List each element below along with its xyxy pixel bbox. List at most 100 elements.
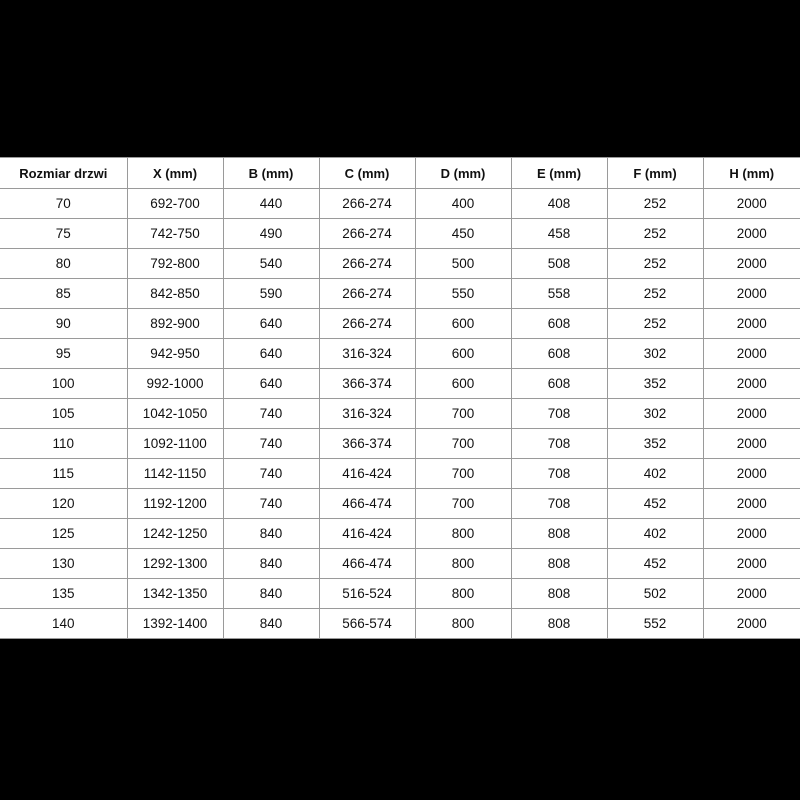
table-cell: 708 — [510, 488, 608, 519]
table-cell: 600 — [414, 338, 512, 369]
table-cell: 466-474 — [318, 548, 416, 579]
table-cell: 608 — [510, 308, 608, 339]
column-header: D (mm) — [414, 157, 512, 189]
table-row: 125 1242-1250 840 416-424 800 808 402 2000 — [0, 518, 800, 549]
table-cell: 458 — [510, 218, 608, 249]
table-cell: 140 — [0, 608, 128, 639]
table-cell: 502 — [606, 578, 704, 609]
table-cell: 2000 — [702, 368, 800, 399]
table-cell: 692-700 — [126, 188, 224, 219]
table-cell: 608 — [510, 338, 608, 369]
table-cell: 408 — [510, 188, 608, 219]
table-cell: 400 — [414, 188, 512, 219]
table-cell: 700 — [414, 458, 512, 489]
table-cell: 640 — [222, 368, 320, 399]
table-cell: 2000 — [702, 428, 800, 459]
table-cell: 500 — [414, 248, 512, 279]
table-row: 90 892-900 640 266-274 600 608 252 2000 — [0, 308, 800, 339]
table-cell: 552 — [606, 608, 704, 639]
table-cell: 942-950 — [126, 338, 224, 369]
table-cell: 2000 — [702, 548, 800, 579]
table-cell: 640 — [222, 308, 320, 339]
table-cell: 316-324 — [318, 398, 416, 429]
table-cell: 252 — [606, 188, 704, 219]
table-cell: 808 — [510, 548, 608, 579]
table-cell: 440 — [222, 188, 320, 219]
table-cell: 600 — [414, 308, 512, 339]
table-cell: 266-274 — [318, 308, 416, 339]
table-cell: 742-750 — [126, 218, 224, 249]
table-row: 120 1192-1200 740 466-474 700 708 452 2000 — [0, 488, 800, 519]
table-cell: 266-274 — [318, 248, 416, 279]
table-cell: 1142-1150 — [126, 458, 224, 489]
table-cell: 800 — [414, 548, 512, 579]
table-cell: 700 — [414, 398, 512, 429]
table-cell: 70 — [0, 188, 128, 219]
table-cell: 120 — [0, 488, 128, 519]
table-cell: 1342-1350 — [126, 578, 224, 609]
table-cell: 1242-1250 — [126, 518, 224, 549]
table-row: 80 792-800 540 266-274 500 508 252 2000 — [0, 248, 800, 279]
table-cell: 105 — [0, 398, 128, 429]
table-cell: 566-574 — [318, 608, 416, 639]
table-cell: 708 — [510, 398, 608, 429]
table-cell: 2000 — [702, 458, 800, 489]
table-cell: 1192-1200 — [126, 488, 224, 519]
table-cell: 516-524 — [318, 578, 416, 609]
column-header: C (mm) — [318, 157, 416, 189]
table-cell: 708 — [510, 428, 608, 459]
table-cell: 100 — [0, 368, 128, 399]
table-cell: 1292-1300 — [126, 548, 224, 579]
table-cell: 1092-1100 — [126, 428, 224, 459]
table-cell: 590 — [222, 278, 320, 309]
table-cell: 1042-1050 — [126, 398, 224, 429]
table-cell: 600 — [414, 368, 512, 399]
table-cell: 2000 — [702, 518, 800, 549]
table-cell: 708 — [510, 458, 608, 489]
table-cell: 266-274 — [318, 278, 416, 309]
table-cell: 266-274 — [318, 188, 416, 219]
table-cell: 2000 — [702, 218, 800, 249]
table-cell: 452 — [606, 488, 704, 519]
table-cell: 130 — [0, 548, 128, 579]
table-cell: 252 — [606, 248, 704, 279]
column-header: X (mm) — [126, 157, 224, 189]
table-cell: 302 — [606, 398, 704, 429]
table-cell: 840 — [222, 608, 320, 639]
table-cell: 90 — [0, 308, 128, 339]
table-cell: 800 — [414, 578, 512, 609]
table-cell: 840 — [222, 578, 320, 609]
table-row: 100 992-1000 640 366-374 600 608 352 2000 — [0, 368, 800, 399]
table-row: 85 842-850 590 266-274 550 558 252 2000 — [0, 278, 800, 309]
table-cell: 352 — [606, 368, 704, 399]
table-cell: 2000 — [702, 248, 800, 279]
column-header: B (mm) — [222, 157, 320, 189]
column-header: E (mm) — [510, 157, 608, 189]
table-cell: 352 — [606, 428, 704, 459]
column-header: F (mm) — [606, 157, 704, 189]
table-cell: 800 — [414, 518, 512, 549]
table-row: 105 1042-1050 740 316-324 700 708 302 2000 — [0, 398, 800, 429]
table-row: 110 1092-1100 740 366-374 700 708 352 2000 — [0, 428, 800, 459]
table-cell: 792-800 — [126, 248, 224, 279]
table-cell: 85 — [0, 278, 128, 309]
table-cell: 252 — [606, 308, 704, 339]
table-cell: 842-850 — [126, 278, 224, 309]
table-cell: 1392-1400 — [126, 608, 224, 639]
table-row: 95 942-950 640 316-324 600 608 302 2000 — [0, 338, 800, 369]
table-cell: 416-424 — [318, 518, 416, 549]
table-cell: 508 — [510, 248, 608, 279]
table-cell: 800 — [414, 608, 512, 639]
table-cell: 2000 — [702, 398, 800, 429]
table-cell: 808 — [510, 518, 608, 549]
table-cell: 80 — [0, 248, 128, 279]
table-cell: 992-1000 — [126, 368, 224, 399]
table-cell: 2000 — [702, 608, 800, 639]
table-cell: 416-424 — [318, 458, 416, 489]
table-cell: 402 — [606, 458, 704, 489]
table-cell: 700 — [414, 428, 512, 459]
table-row: 130 1292-1300 840 466-474 800 808 452 2000 — [0, 548, 800, 579]
table-cell: 2000 — [702, 578, 800, 609]
table-row: 115 1142-1150 740 416-424 700 708 402 2000 — [0, 458, 800, 489]
table-cell: 115 — [0, 458, 128, 489]
